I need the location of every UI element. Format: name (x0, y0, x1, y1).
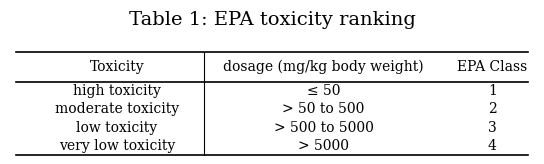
Text: > 5000: > 5000 (298, 139, 349, 153)
Text: dosage (mg/kg body weight): dosage (mg/kg body weight) (224, 60, 424, 74)
Text: very low toxicity: very low toxicity (59, 139, 175, 153)
Text: 3: 3 (488, 121, 497, 135)
Text: > 50 to 500: > 50 to 500 (282, 102, 365, 116)
Text: 2: 2 (488, 102, 497, 116)
Text: 4: 4 (488, 139, 497, 153)
Text: low toxicity: low toxicity (76, 121, 158, 135)
Text: Toxicity: Toxicity (90, 60, 144, 74)
Text: EPA Class: EPA Class (457, 60, 528, 74)
Text: > 500 to 5000: > 500 to 5000 (274, 121, 374, 135)
Text: high toxicity: high toxicity (73, 84, 161, 98)
Text: 1: 1 (488, 84, 497, 98)
Text: Table 1: EPA toxicity ranking: Table 1: EPA toxicity ranking (128, 11, 416, 30)
Text: ≤ 50: ≤ 50 (307, 84, 341, 98)
Text: moderate toxicity: moderate toxicity (55, 102, 179, 116)
